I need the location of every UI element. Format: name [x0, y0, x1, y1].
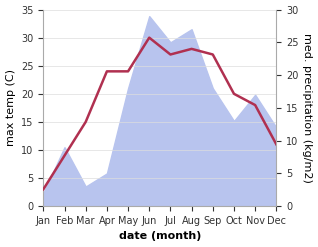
X-axis label: date (month): date (month) — [119, 231, 201, 242]
Y-axis label: med. precipitation (kg/m2): med. precipitation (kg/m2) — [302, 33, 313, 183]
Y-axis label: max temp (C): max temp (C) — [5, 69, 16, 146]
